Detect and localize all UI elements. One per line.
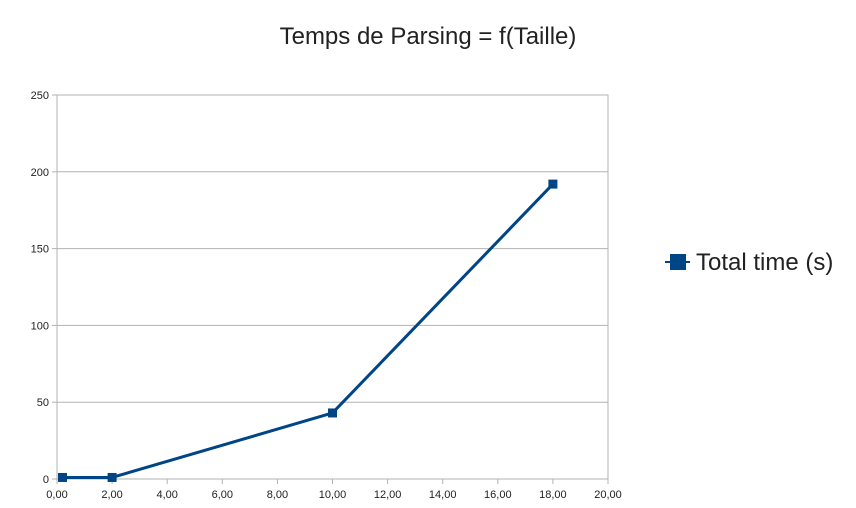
legend-label: Total time (s)	[696, 249, 833, 276]
y-tick-label: 50	[37, 397, 49, 409]
y-tick-label: 100	[31, 320, 49, 332]
legend-marker-icon	[670, 254, 686, 270]
grid-lines	[57, 171, 608, 403]
x-tick-label: 14,00	[429, 489, 457, 501]
y-tick-label: 150	[31, 244, 49, 256]
x-tick-label: 8,00	[267, 489, 288, 501]
legend: Total time (s)	[665, 249, 833, 276]
chart-title: Temps de Parsing = f(Taille)	[280, 23, 577, 50]
data-point-marker	[107, 472, 117, 482]
data-point-marker	[58, 472, 68, 482]
data-point-marker	[328, 408, 337, 418]
x-tick-label: 10,00	[319, 489, 347, 501]
series-line	[62, 183, 554, 479]
y-tick-label: 200	[31, 167, 49, 179]
x-tick-label: 12,00	[374, 489, 402, 501]
x-tick-label: 6,00	[212, 489, 233, 501]
data-point-marker	[548, 179, 558, 189]
plot-area: 0 50 100 150 200 250 0,00 2,00 4,00 6,00 8,00 10,00…	[31, 90, 622, 501]
x-tick-label: 20,00	[594, 489, 622, 501]
x-tick-label: 18,00	[539, 489, 567, 501]
x-tick-label: 2,00	[101, 489, 122, 501]
plot-frame	[56, 94, 609, 480]
x-tick-label: 16,00	[484, 489, 512, 501]
axis-ticks: 0 50 100 150 200 250 0,00 2,00 4,00 6,00 8,00 10,00…	[31, 90, 622, 501]
y-tick-label: 0	[43, 474, 49, 486]
series-layer	[58, 179, 558, 482]
x-tick-label: 4,00	[156, 489, 177, 501]
x-tick-label: 0,00	[46, 489, 67, 501]
y-tick-label: 250	[31, 90, 49, 102]
